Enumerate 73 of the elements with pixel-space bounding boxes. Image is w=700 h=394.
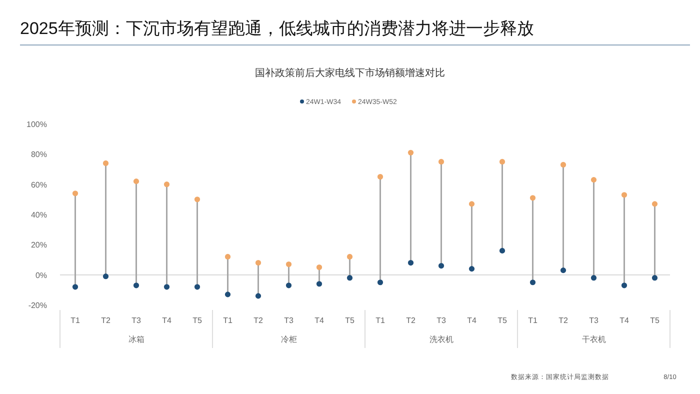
point	[346, 254, 353, 260]
x-tick-label: T5	[498, 316, 508, 325]
x-tick-label: T2	[254, 316, 264, 325]
text: 冷柜	[280, 335, 297, 344]
x-tick-label: T5	[650, 316, 660, 325]
point	[652, 201, 658, 207]
point	[590, 275, 597, 281]
y-tick-label: 20%	[30, 240, 47, 250]
point	[224, 292, 231, 298]
point	[286, 282, 292, 288]
x-tick-label: T3	[589, 316, 599, 325]
text: 冰箱	[128, 335, 144, 344]
point	[560, 162, 566, 168]
point	[164, 284, 170, 290]
y-tick-label: 40%	[30, 210, 47, 220]
y-tick-label: 60%	[30, 180, 47, 190]
point	[194, 196, 200, 202]
point	[164, 182, 170, 188]
x-tick-label: T1	[70, 316, 80, 325]
point	[72, 284, 78, 290]
text: 洗衣机	[429, 335, 454, 344]
point	[560, 268, 566, 274]
point	[133, 282, 140, 288]
point	[468, 201, 475, 207]
point	[499, 158, 506, 165]
x-tick-label: T5	[192, 316, 202, 325]
point	[590, 177, 597, 183]
x-tick-label: T3	[132, 316, 142, 325]
x-tick-label: T1	[528, 316, 538, 325]
point	[652, 275, 658, 281]
point	[316, 264, 322, 270]
y-tick-label: 100%	[26, 120, 47, 129]
point	[286, 261, 292, 268]
point	[621, 192, 628, 198]
point	[377, 280, 384, 286]
x-tick-label: T4	[467, 316, 477, 325]
x-tick-label: T3	[284, 316, 294, 325]
y-tick-label: -20%	[28, 301, 47, 310]
x-tick-label: T2	[406, 316, 416, 325]
text: 干衣机	[582, 335, 606, 344]
point	[499, 248, 506, 254]
point	[255, 260, 262, 266]
point	[102, 160, 109, 166]
point	[438, 262, 444, 269]
x-tick-label: T5	[345, 316, 355, 325]
y-tick-label: 80%	[30, 150, 47, 160]
point	[133, 178, 140, 184]
point	[621, 282, 628, 288]
point	[316, 281, 322, 287]
x-tick-label: T3	[436, 316, 446, 325]
x-tick-label: T2	[101, 316, 111, 325]
point	[255, 293, 262, 299]
y-tick-label: 0%	[35, 270, 47, 280]
x-tick-label: T4	[620, 316, 630, 325]
point	[346, 275, 353, 281]
point	[224, 254, 231, 260]
point	[438, 158, 444, 165]
point	[408, 260, 414, 266]
x-tick-label: T4	[314, 316, 324, 325]
chart-title: 2025年预测：下沉市场有望跑通，低线城市的消费潜力将进一步释放	[20, 19, 534, 38]
point	[408, 150, 414, 156]
x-tick-label: T1	[376, 316, 386, 325]
point	[468, 266, 475, 272]
point	[194, 284, 200, 290]
point	[72, 190, 78, 196]
point	[377, 174, 384, 180]
point	[102, 274, 109, 280]
point	[530, 280, 536, 286]
x-tick-label: T2	[558, 316, 568, 325]
x-tick-label: T1	[223, 316, 233, 325]
chart-subtitle: 国补政策前后大家电线下市场销额增速对比	[255, 67, 445, 79]
x-tick-label: T4	[162, 316, 172, 325]
point	[530, 195, 536, 201]
